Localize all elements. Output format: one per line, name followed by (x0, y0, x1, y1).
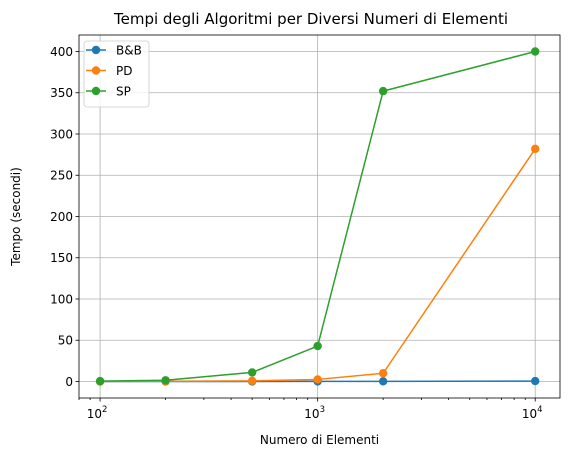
x-axis-label: Numero di Elementi (260, 433, 379, 447)
legend-label-1: PD (116, 64, 132, 78)
legend: B&B PD SP (83, 40, 150, 108)
x-tick-label: 102 (87, 405, 108, 421)
y-tick-label: 100 (50, 292, 73, 306)
data-point-1 (531, 144, 540, 154)
x-tick-label: 104 (522, 405, 543, 421)
x-tick-exponent: 4 (537, 405, 542, 415)
y-axis-label: Tempo (secondi) (9, 167, 23, 267)
x-tick-base: 10 (522, 407, 537, 421)
y-tick-label: 350 (50, 86, 73, 100)
legend-label-2: SP (116, 84, 131, 98)
x-tick-label: 103 (304, 405, 325, 421)
x-tick-exponent: 3 (320, 405, 325, 415)
data-point-2 (161, 376, 170, 385)
y-tick-label: 300 (50, 127, 73, 141)
x-tick-exponent: 2 (102, 405, 107, 415)
data-point-1 (247, 376, 257, 386)
x-tick-base: 10 (87, 407, 102, 421)
data-point-2 (378, 86, 388, 96)
data-point-0 (378, 377, 388, 386)
legend-marker-0 (91, 45, 101, 55)
series-layer (95, 47, 540, 386)
series-line-1 (100, 148, 536, 383)
series-line-2 (100, 50, 536, 382)
y-tick-label: 150 (50, 251, 73, 265)
grid-layer (79, 35, 560, 398)
y-tick-label: 50 (58, 334, 73, 348)
y-tick-label: 0 (65, 375, 73, 389)
data-point-1 (313, 375, 322, 384)
data-point-2 (247, 368, 257, 377)
data-point-2 (531, 47, 540, 56)
y-tick-label: 200 (50, 210, 73, 224)
legend-label-0: B&B (116, 43, 142, 57)
data-point-2 (95, 376, 105, 386)
data-point-1 (378, 369, 388, 378)
y-tick-label: 250 (50, 169, 73, 183)
y-tick-label: 400 (50, 45, 73, 59)
legend-marker-2 (91, 86, 101, 96)
data-point-2 (313, 341, 322, 351)
legend-marker-1 (91, 66, 101, 75)
x-tick-base: 10 (304, 407, 319, 421)
data-point-0 (531, 376, 540, 386)
chart-title: Tempi degli Algoritmi per Diversi Numeri… (113, 10, 508, 28)
